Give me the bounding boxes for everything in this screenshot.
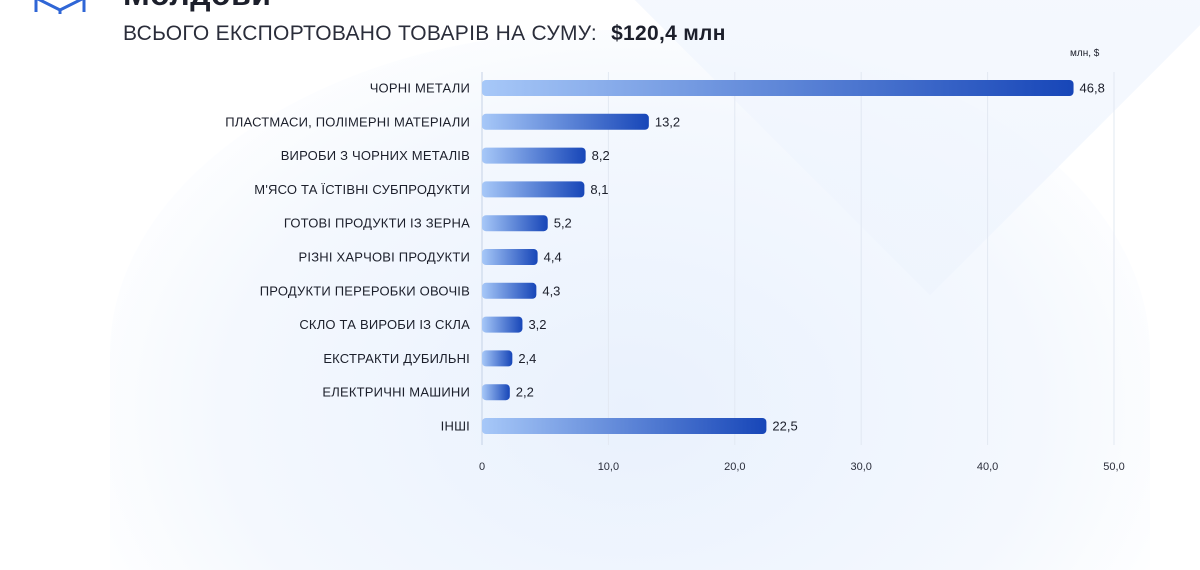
- unit-label: млн, $: [1070, 48, 1100, 59]
- category-label: ЕКСТРАКТИ ДУБИЛЬНІ: [323, 351, 470, 366]
- category-label: СКЛО ТА ВИРОБИ ІЗ СКЛА: [299, 317, 470, 332]
- value-label: 3,2: [528, 317, 546, 332]
- bar-chart: ЧОРНІ МЕТАЛИ ПЛАСТМАСИ, ПОЛІМЕРНІ МАТЕРІА…: [225, 72, 1125, 473]
- category-label: ІНШІ: [441, 419, 470, 434]
- value-labels: 46,8 13,2 8,2 8,1 5,2 4,4 4,3 3,2 2,4 2,2 22,5: [516, 81, 1105, 434]
- export-summary: ВСЬОГО ЕКСПОРТОВАНО ТОВАРІВ НА СУМУ: $120…: [123, 22, 726, 46]
- x-tick-label: 40,0: [977, 461, 998, 473]
- value-label: 2,4: [518, 351, 536, 366]
- bar: [482, 384, 510, 401]
- box-logo-icon: [34, 0, 86, 14]
- x-tick-label: 0: [479, 461, 485, 473]
- category-label: ВИРОБИ З ЧОРНИХ МЕТАЛІВ: [281, 148, 470, 163]
- summary-total: $120,4 млн: [611, 22, 726, 45]
- category-label: ЕЛЕКТРИЧНІ МАШИНИ: [322, 385, 470, 400]
- bar: [482, 316, 523, 333]
- category-label: ПЛАСТМАСИ, ПОЛІМЕРНІ МАТЕРІАЛИ: [225, 114, 470, 129]
- value-label: 2,2: [516, 385, 534, 400]
- value-label: 13,2: [655, 114, 680, 129]
- x-tick-label: 30,0: [850, 461, 871, 473]
- category-labels: ЧОРНІ МЕТАЛИ ПЛАСТМАСИ, ПОЛІМЕРНІ МАТЕРІА…: [225, 81, 470, 434]
- bar: [482, 181, 585, 198]
- bar: [482, 147, 586, 164]
- x-tick-label: 50,0: [1103, 461, 1124, 473]
- value-label: 4,3: [542, 283, 560, 298]
- category-label: ГОТОВІ ПРОДУКТИ ІЗ ЗЕРНА: [284, 216, 470, 231]
- value-label: 22,5: [772, 419, 797, 434]
- grid-lines: [481, 72, 1115, 445]
- category-label: ЧОРНІ МЕТАЛИ: [370, 81, 470, 96]
- value-label: 46,8: [1080, 81, 1105, 96]
- bar: [482, 113, 649, 130]
- value-label: 4,4: [544, 250, 562, 265]
- x-tick-label: 20,0: [724, 461, 745, 473]
- bar: [482, 215, 548, 232]
- x-axis-ticks: 0 10,0 20,0 30,0 40,0 50,0: [479, 461, 1125, 473]
- value-label: 8,1: [590, 182, 608, 197]
- category-label: РІЗНІ ХАРЧОВІ ПРОДУКТИ: [299, 250, 470, 265]
- x-tick-label: 10,0: [598, 461, 619, 473]
- page-title: Молдови: [123, 0, 271, 10]
- bar: [482, 350, 513, 367]
- category-label: ПРОДУКТИ ПЕРЕРОБКИ ОВОЧІВ: [260, 283, 470, 298]
- category-label: М'ЯСО ТА ЇСТІВНІ СУБПРОДУКТИ: [254, 182, 470, 197]
- value-label: 5,2: [554, 216, 572, 231]
- bar: [482, 249, 538, 265]
- bar: [482, 80, 1074, 96]
- value-label: 8,2: [592, 148, 610, 163]
- bars: [482, 80, 1074, 434]
- bar: [482, 418, 767, 434]
- summary-label: ВСЬОГО ЕКСПОРТОВАНО ТОВАРІВ НА СУМУ:: [123, 22, 598, 45]
- bar: [482, 282, 537, 299]
